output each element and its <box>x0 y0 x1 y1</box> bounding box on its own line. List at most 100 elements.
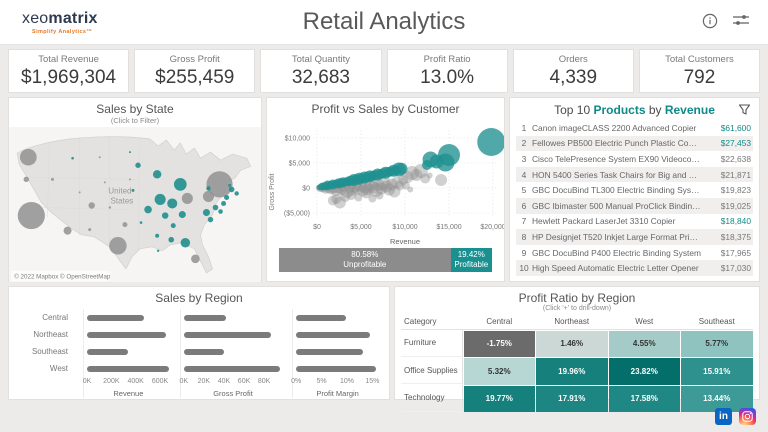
linkedin-icon[interactable]: in <box>715 408 732 425</box>
heatmap-cell[interactable]: 17.91% <box>536 385 608 412</box>
region-bar[interactable] <box>296 331 370 338</box>
customer-point[interactable] <box>333 196 346 209</box>
state-bubble-gray[interactable] <box>103 181 106 184</box>
heatmap-cell[interactable]: 19.96% <box>536 358 608 385</box>
state-bubble-teal[interactable] <box>170 223 176 229</box>
state-bubble-gray[interactable] <box>122 222 128 228</box>
region-bar[interactable] <box>296 348 363 355</box>
customer-point[interactable] <box>375 182 388 195</box>
state-bubble-teal[interactable] <box>173 178 187 191</box>
region-bar[interactable] <box>87 348 129 355</box>
customer-point[interactable] <box>435 174 448 186</box>
state-bubble-teal[interactable] <box>135 162 141 168</box>
region-bar[interactable] <box>183 365 281 372</box>
scatter-plot[interactable]: $0 $5,000 $10,000 $15,000 $20,000 $10,000 $5,0… <box>267 116 504 247</box>
customer-point[interactable] <box>388 185 401 198</box>
state-bubble-gray[interactable] <box>109 237 127 255</box>
customer-point[interactable] <box>391 176 404 189</box>
state-bubble-gray[interactable] <box>50 177 54 181</box>
heatmap-cell[interactable]: 13.44% <box>681 385 753 412</box>
state-bubble-teal[interactable] <box>178 211 186 219</box>
state-bubble-gray[interactable] <box>128 178 131 181</box>
customer-point[interactable] <box>346 190 357 200</box>
region-bar[interactable] <box>296 314 347 321</box>
customer-point[interactable] <box>380 180 393 193</box>
state-bubble-teal[interactable] <box>154 193 166 206</box>
info-icon[interactable] <box>702 13 718 29</box>
us-bubble-map[interactable]: United States © 2022 Mapbox © OpenStreetM… <box>9 127 261 282</box>
customer-point[interactable] <box>410 169 423 181</box>
product-row[interactable]: 1 Canon imageCLASS 2200 Advanced Copier … <box>516 120 753 136</box>
product-row[interactable]: 9 GBC DocuBind P400 Electric Binding Sys… <box>516 245 753 261</box>
customer-point[interactable] <box>407 186 414 193</box>
customer-point[interactable] <box>383 183 396 196</box>
heatmap-cell[interactable]: 15.91% <box>681 358 753 385</box>
heatmap-cell[interactable]: 17.58% <box>608 385 680 412</box>
state-bubble-teal[interactable] <box>139 221 143 224</box>
customer-point[interactable] <box>394 180 405 191</box>
region-bar[interactable] <box>87 365 169 372</box>
customer-point[interactable] <box>331 194 342 204</box>
state-bubble-teal[interactable] <box>152 170 162 179</box>
customer-point[interactable] <box>372 179 385 191</box>
customer-point[interactable] <box>367 181 380 194</box>
profitability-bar[interactable]: 80.58% Unprofitable 19.42% Profitable <box>279 248 492 272</box>
state-bubble-teal[interactable] <box>156 249 160 253</box>
customer-point[interactable] <box>426 172 433 179</box>
product-row[interactable]: 4 HON 5400 Series Task Chairs for Big an… <box>516 166 753 183</box>
customer-point[interactable] <box>375 191 384 200</box>
profitable-segment[interactable]: 19.42% Profitable <box>450 248 492 272</box>
region-bar[interactable] <box>183 314 226 321</box>
region-bar[interactable] <box>87 331 167 338</box>
instagram-icon[interactable] <box>739 408 756 425</box>
region-bar[interactable] <box>183 331 272 338</box>
state-bubble-teal[interactable] <box>228 186 235 193</box>
state-bubble-teal[interactable] <box>155 233 160 238</box>
customer-point[interactable] <box>401 181 410 190</box>
state-bubble-gray[interactable] <box>19 148 37 166</box>
product-row[interactable]: 5 GBC DocuBind TL300 Electric Binding Sy… <box>516 182 753 198</box>
state-bubble-teal[interactable] <box>71 156 74 160</box>
customer-point[interactable] <box>339 184 354 198</box>
state-bubble-teal[interactable] <box>167 198 178 209</box>
state-bubble-teal[interactable] <box>224 194 230 200</box>
state-bubble-teal[interactable] <box>207 216 214 223</box>
customer-point[interactable] <box>405 166 420 180</box>
heatmap-cell[interactable]: 23.82% <box>608 358 680 385</box>
product-row[interactable]: 10 High Speed Automatic Electric Letter … <box>516 260 753 276</box>
state-bubble-gray[interactable] <box>206 171 233 198</box>
filter-funnel-icon[interactable] <box>738 103 751 119</box>
state-bubble-teal[interactable] <box>144 205 152 214</box>
customer-point[interactable] <box>438 144 460 166</box>
heatmap-cell[interactable]: 5.77% <box>681 330 753 357</box>
state-bubble-teal[interactable] <box>128 151 131 154</box>
state-bubble-teal[interactable] <box>212 204 219 211</box>
heatmap-cell[interactable]: 5.32% <box>463 358 535 385</box>
region-bar[interactable] <box>296 365 377 372</box>
customer-point[interactable] <box>327 195 338 206</box>
region-bar[interactable] <box>183 348 224 355</box>
state-bubble-gray[interactable] <box>108 206 112 209</box>
state-bubble-teal[interactable] <box>221 200 227 207</box>
state-bubble-teal[interactable] <box>168 236 175 243</box>
customer-point[interactable] <box>362 183 375 196</box>
state-bubble-teal[interactable] <box>218 209 223 214</box>
customer-point[interactable] <box>356 184 369 197</box>
customer-point[interactable] <box>420 173 431 184</box>
unprofitable-segment[interactable]: 80.58% Unprofitable <box>279 248 451 272</box>
heatmap-cell[interactable]: 4.55% <box>608 330 680 357</box>
customer-point[interactable] <box>368 183 383 197</box>
state-bubble-gray[interactable] <box>63 226 72 235</box>
customer-point[interactable] <box>376 176 391 191</box>
customer-point[interactable] <box>477 128 504 156</box>
customer-point[interactable] <box>361 188 372 199</box>
product-row[interactable]: 3 Cisco TelePresence System EX90 Videoco… <box>516 151 753 167</box>
state-bubble-gray[interactable] <box>78 191 81 194</box>
product-row[interactable]: 7 Hewlett Packard LaserJet 3310 Copier $… <box>516 214 753 230</box>
settings-sliders-icon[interactable] <box>732 13 750 29</box>
state-bubble-teal[interactable] <box>228 183 232 187</box>
state-bubble-gray[interactable] <box>191 254 200 264</box>
state-bubble-teal[interactable] <box>180 238 191 248</box>
customer-point[interactable] <box>401 171 414 183</box>
customer-point[interactable] <box>346 183 359 196</box>
